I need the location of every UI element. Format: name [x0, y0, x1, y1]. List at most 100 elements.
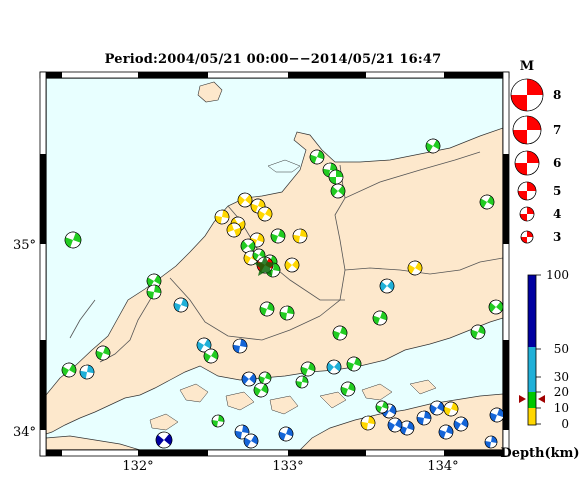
mechanism-marker: [309, 149, 325, 165]
lon-tick-label: 133°: [272, 459, 303, 474]
inland-sea-island: [225, 391, 255, 411]
inland-sea-island: [269, 395, 299, 415]
mechanism-marker: [387, 417, 403, 433]
mechanism-marker: [360, 415, 376, 431]
frame-border: [39, 71, 510, 457]
mechanism-marker: [379, 278, 395, 294]
depth-bar-green: [528, 392, 536, 408]
depth-bar-navy: [528, 275, 536, 347]
lon-tick-label: 134°: [427, 459, 458, 474]
mechanism-marker: [375, 400, 389, 414]
map-title: Period:2004/05/21 00:00−−2014/05/21 16:4…: [104, 52, 442, 67]
depth-legend-title: Depth(km): [500, 446, 579, 461]
mechanism-marker: [64, 231, 82, 249]
depth-tick-label: 0: [561, 417, 569, 431]
mechanism-marker: [328, 169, 344, 185]
inland-sea-island: [149, 413, 179, 431]
mechanism-marker: [155, 431, 173, 449]
mechanism-marker: [214, 209, 230, 225]
magnitude-legend-label: 6: [553, 156, 561, 170]
mechanism-marker: [425, 138, 441, 154]
mechanism-marker: [488, 299, 503, 315]
mechanism-marker: [399, 420, 415, 436]
mechanism-marker: [416, 410, 432, 426]
mechanism-marker: [300, 361, 316, 377]
mechanism-marker: [284, 257, 300, 273]
depth-tick-label: 20: [554, 385, 569, 399]
magnitude-legend-ball: [510, 78, 544, 112]
mechanism-marker: [257, 206, 273, 222]
mechanism-marker: [234, 424, 250, 440]
mechanism-marker: [429, 400, 445, 416]
mechanism-marker: [407, 260, 423, 276]
mechanism-marker: [241, 371, 257, 387]
mechanism-marker: [295, 375, 309, 389]
inland-sea-island: [409, 379, 437, 395]
lon-tick-label: 132°: [122, 459, 153, 474]
kyushu-land: [46, 435, 141, 450]
lat-tick-label: 34°: [13, 425, 36, 440]
mechanism-marker: [196, 337, 212, 353]
inland-sea-island: [361, 383, 393, 401]
inland-sea-island: [319, 391, 347, 409]
mechanism-marker: [79, 364, 95, 380]
depth-tick-label: 10: [554, 401, 569, 415]
mechanism-marker: [146, 284, 162, 300]
magnitude-legend-ball: [514, 150, 540, 176]
mechanism-marker: [253, 382, 269, 398]
depth-tick-label: 30: [554, 370, 569, 384]
magnitude-legend-ball: [520, 230, 534, 244]
inland-sea-island: [179, 383, 209, 403]
mechanism-marker: [326, 359, 342, 375]
nakaumi-lagoon: [267, 159, 301, 173]
mechanism-marker: [226, 222, 242, 238]
depth-tick-label: 100: [546, 268, 569, 282]
magnitude-legend-label: 5: [553, 184, 561, 198]
depth-bar-cyan: [528, 347, 536, 392]
mechanism-marker: [470, 324, 486, 340]
mechanism-marker: [258, 371, 272, 385]
mechanism-marker: [330, 183, 346, 199]
magnitude-legend-ball: [519, 206, 535, 222]
depth-bar-frame: [527, 274, 537, 426]
mechanism-marker: [279, 305, 295, 321]
depth-bar-yellow: [528, 408, 536, 425]
mechanism-marker: [340, 381, 356, 397]
mechanism-marker: [211, 414, 225, 428]
lat-tick-label: 35°: [13, 238, 36, 253]
magnitude-legend-title: M: [520, 59, 534, 74]
mechanism-marker: [484, 435, 498, 449]
mechanism-marker: [173, 297, 189, 313]
magnitude-legend-label: 8: [553, 88, 561, 102]
mechanism-marker: [479, 194, 495, 210]
mechanism-marker: [232, 338, 248, 354]
mechanism-marker: [489, 407, 503, 423]
mechanism-marker: [372, 310, 388, 326]
current-depth-marker: [519, 395, 545, 403]
mechanism-marker: [237, 192, 253, 208]
mechanism-marker: [332, 325, 348, 341]
mechanism-marker: [292, 228, 308, 244]
mechanism-marker: [61, 362, 77, 378]
magnitude-legend-ball: [512, 115, 542, 145]
oki-island: [197, 81, 223, 103]
mechanism-markers: [61, 138, 503, 449]
mechanism-marker: [203, 348, 219, 364]
mechanism-marker: [146, 273, 162, 289]
mechanism-marker: [243, 433, 259, 449]
honshu-land: [46, 127, 503, 435]
mechanism-marker: [443, 401, 459, 417]
magnitude-legend-label: 4: [553, 207, 561, 221]
mechanism-marker: [259, 301, 275, 317]
main-shock-star-icon: [254, 255, 276, 276]
mechanism-marker: [453, 416, 469, 432]
magnitude-legend: M 8 7 6 5 4 3: [510, 59, 561, 244]
mechanism-marker: [346, 356, 362, 372]
mechanism-marker: [438, 424, 454, 440]
mechanism-marker: [278, 426, 294, 442]
mechanism-marker: [95, 345, 111, 361]
depth-tick-label: 50: [554, 342, 569, 356]
magnitude-legend-label: 3: [553, 230, 561, 244]
